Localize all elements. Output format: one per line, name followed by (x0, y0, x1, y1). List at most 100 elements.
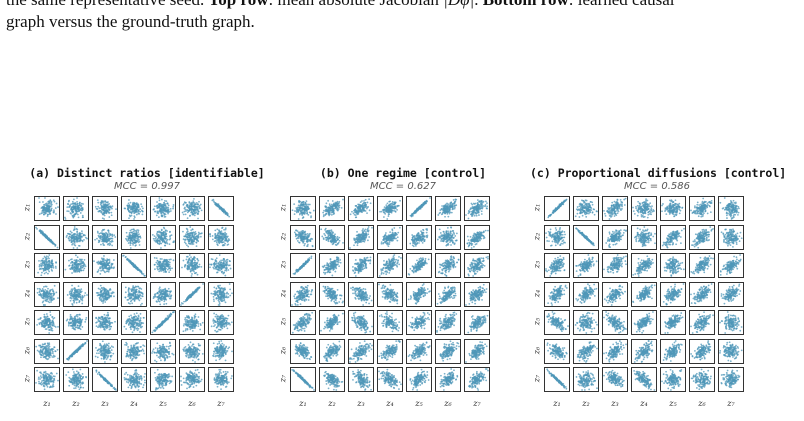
scatter-point (169, 295, 172, 298)
scatter-point (38, 265, 41, 268)
scatter-point (141, 302, 143, 305)
scatter-point (164, 244, 167, 246)
caption-jacobian: |Dφ| (443, 0, 474, 9)
scatter-point (136, 233, 139, 236)
scatter-point (221, 267, 224, 269)
scatter-point (160, 270, 163, 272)
scatter-point (222, 240, 225, 243)
scatter-point (160, 211, 163, 214)
scatter-cell (92, 310, 118, 335)
scatter-point (67, 232, 69, 235)
scatter-point (224, 234, 226, 237)
scatter-point (193, 270, 195, 273)
scatter-point (202, 282, 204, 285)
scatter-point (79, 290, 82, 293)
scatter-point (222, 287, 225, 290)
scatter-point (156, 237, 159, 240)
scatter-point (218, 301, 221, 304)
scatter-point (199, 203, 202, 206)
scatter-point (124, 290, 127, 293)
scatter-point (83, 267, 86, 270)
scatter-cell (150, 224, 176, 250)
scatter-point (197, 321, 200, 323)
scatter-point (47, 272, 49, 275)
scatter-point (191, 258, 194, 261)
scatter-point (191, 208, 194, 210)
scatter-point (212, 198, 215, 201)
scatter-point (209, 263, 211, 266)
scatter-point (164, 294, 167, 297)
scatter-point (102, 242, 104, 244)
scatter-point (128, 234, 131, 236)
scatter-point (218, 328, 221, 331)
scatter-point (132, 201, 135, 204)
scatter-cell (179, 310, 205, 335)
scatter-point (64, 216, 66, 219)
scatter-point (97, 326, 99, 329)
scatter-point (43, 259, 46, 262)
scatter-point (102, 228, 105, 231)
scatter-point (52, 266, 55, 269)
scatter-point (215, 260, 218, 263)
scatter-point (94, 205, 97, 208)
scatter-point (109, 240, 111, 242)
scatter-point (97, 260, 100, 263)
scatter-point (114, 320, 116, 323)
scatter-point (43, 316, 46, 319)
scatter-point (41, 259, 44, 262)
scatter-point (138, 235, 140, 238)
scatter-point (160, 232, 163, 235)
scatter-point (122, 254, 124, 257)
scatter-point (169, 235, 171, 238)
scatter-point (217, 263, 220, 266)
scatter-point (40, 295, 43, 297)
scatter-point (139, 331, 141, 333)
scatter-point (133, 313, 136, 315)
scatter-point (227, 269, 230, 271)
scatter-point (185, 258, 188, 261)
scatter-point (214, 266, 217, 269)
scatter-point (165, 302, 168, 305)
scatter-point (132, 284, 135, 287)
scatter-point (99, 287, 102, 290)
scatter-point (188, 235, 191, 238)
scatter-point (48, 210, 51, 212)
scatter-point (81, 294, 84, 297)
scatter-point (108, 234, 111, 237)
scatter-point (166, 260, 169, 263)
scatter-point (218, 289, 221, 292)
scatter-point (182, 213, 185, 216)
scatter-point (156, 268, 159, 271)
scatter-point (187, 324, 189, 327)
scatter-point (50, 294, 53, 297)
scatter-point (180, 303, 182, 306)
scatter-point (191, 273, 193, 275)
caption-line-2: graph versus the ground-truth graph. (6, 11, 798, 33)
scatter-point (43, 255, 46, 258)
scatter-point (198, 204, 201, 207)
scatter-point (142, 322, 145, 325)
scatter-point (185, 324, 188, 327)
scatter-point (191, 240, 194, 243)
scatter-point (225, 269, 228, 272)
scatter-point (221, 314, 223, 316)
scatter-point (51, 324, 54, 327)
scatter-point (75, 293, 78, 296)
scatter-point (222, 291, 225, 294)
scatter-point (219, 289, 222, 292)
scatter-point (167, 204, 170, 207)
scatter-point (102, 301, 104, 304)
scatter-point (190, 275, 193, 277)
scatter-point (68, 205, 71, 208)
scatter-point (219, 324, 222, 327)
scatter-point (193, 231, 196, 234)
scatter-point (102, 265, 104, 267)
scatter-point (213, 312, 216, 315)
scatter-point (221, 286, 223, 289)
scatter-point (220, 237, 223, 240)
scatter-point (73, 225, 76, 228)
scatter-point (133, 216, 136, 219)
scatter-point (102, 267, 105, 270)
scatter-point (124, 285, 127, 288)
scatter-point (161, 238, 164, 241)
